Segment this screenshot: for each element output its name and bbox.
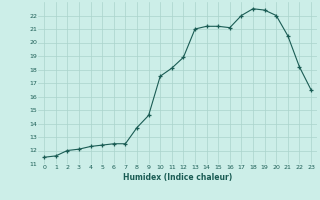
X-axis label: Humidex (Indice chaleur): Humidex (Indice chaleur) xyxy=(123,173,232,182)
